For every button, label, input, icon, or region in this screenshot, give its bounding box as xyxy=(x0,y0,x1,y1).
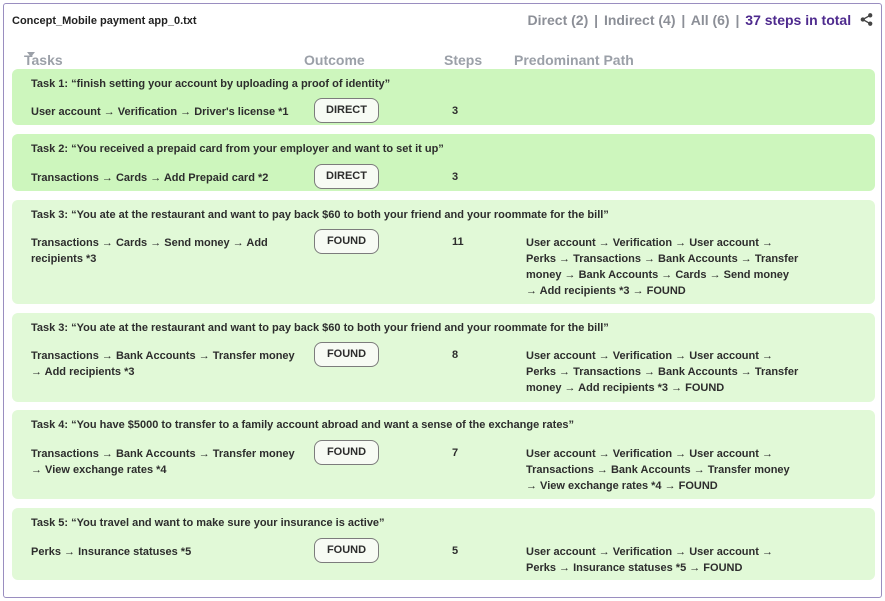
steps-count: 3 xyxy=(452,171,459,183)
steps-count: 11 xyxy=(452,236,464,248)
report-panel: Concept_Mobile payment app_0.txt Direct … xyxy=(3,3,882,598)
header-steps: Steps xyxy=(444,52,483,68)
top-bar: Concept_Mobile payment app_0.txt Direct … xyxy=(12,12,873,34)
outcome-badge: FOUND xyxy=(314,342,379,367)
task-row[interactable]: Task 3: “You ate at the restaurant and w… xyxy=(12,200,875,304)
filter-separator: | xyxy=(681,12,686,28)
predominant-path: User account → Verification → User accou… xyxy=(526,448,790,492)
outcome-badge: FOUND xyxy=(314,229,379,254)
task-row[interactable]: Task 2: “You received a prepaid card fro… xyxy=(12,134,875,191)
steps-count: 8 xyxy=(452,349,459,361)
task-path: Transactions → Bank Accounts → Transfer … xyxy=(31,448,295,476)
filter-separator: | xyxy=(594,12,599,28)
task-row[interactable]: Task 4: “You have $5000 to transfer to a… xyxy=(12,410,875,499)
sort-caret-icon[interactable] xyxy=(27,52,35,57)
predominant-path: User account → Verification → User accou… xyxy=(526,237,799,297)
share-icon[interactable] xyxy=(860,13,873,26)
task-title: Task 2: “You received a prepaid card fro… xyxy=(31,143,444,155)
predominant-path: User account → Verification → User accou… xyxy=(526,546,773,574)
filter-all[interactable]: All (6) xyxy=(690,12,730,28)
header-outcome: Outcome xyxy=(304,52,365,68)
task-row[interactable]: Task 1: “finish setting your account by … xyxy=(12,69,875,125)
steps-count: 5 xyxy=(452,545,459,557)
task-title: Task 4: “You have $5000 to transfer to a… xyxy=(31,419,575,431)
task-path: Transactions → Cards → Add Prepaid card … xyxy=(31,172,269,184)
outcome-badge: FOUND xyxy=(314,440,379,465)
predominant-path: User account → Verification → User accou… xyxy=(526,350,799,394)
task-row[interactable]: Task 5: “You travel and want to make sur… xyxy=(12,508,875,580)
task-title: Task 1: “finish setting your account by … xyxy=(31,78,391,90)
header-predominant-path: Predominant Path xyxy=(514,52,634,68)
task-row[interactable]: Task 3: “You ate at the restaurant and w… xyxy=(12,313,875,402)
task-path: User account → Verification → Driver's l… xyxy=(31,106,289,118)
outcome-badge: DIRECT xyxy=(314,164,379,189)
filter-bar: Direct (2) | Indirect (4) | All (6) | 37… xyxy=(528,12,873,28)
column-headers: Tasks Outcome Steps Predominant Path xyxy=(12,52,873,72)
task-title: Task 5: “You travel and want to make sur… xyxy=(31,517,385,529)
steps-count: 7 xyxy=(452,447,459,459)
task-title: Task 3: “You ate at the restaurant and w… xyxy=(31,322,609,334)
outcome-badge: FOUND xyxy=(314,538,379,563)
task-path: Transactions → Cards → Send money → Add … xyxy=(31,237,268,265)
filter-direct[interactable]: Direct (2) xyxy=(527,12,589,28)
file-name: Concept_Mobile payment app_0.txt xyxy=(12,15,197,27)
steps-total: 37 steps in total xyxy=(745,12,852,28)
filter-indirect[interactable]: Indirect (4) xyxy=(603,12,676,28)
task-title: Task 3: “You ate at the restaurant and w… xyxy=(31,209,609,221)
task-path: Transactions → Bank Accounts → Transfer … xyxy=(31,350,295,378)
filter-separator: | xyxy=(735,12,740,28)
task-path: Perks → Insurance statuses *5 xyxy=(31,546,192,558)
steps-count: 3 xyxy=(452,105,459,117)
outcome-badge: DIRECT xyxy=(314,98,379,123)
